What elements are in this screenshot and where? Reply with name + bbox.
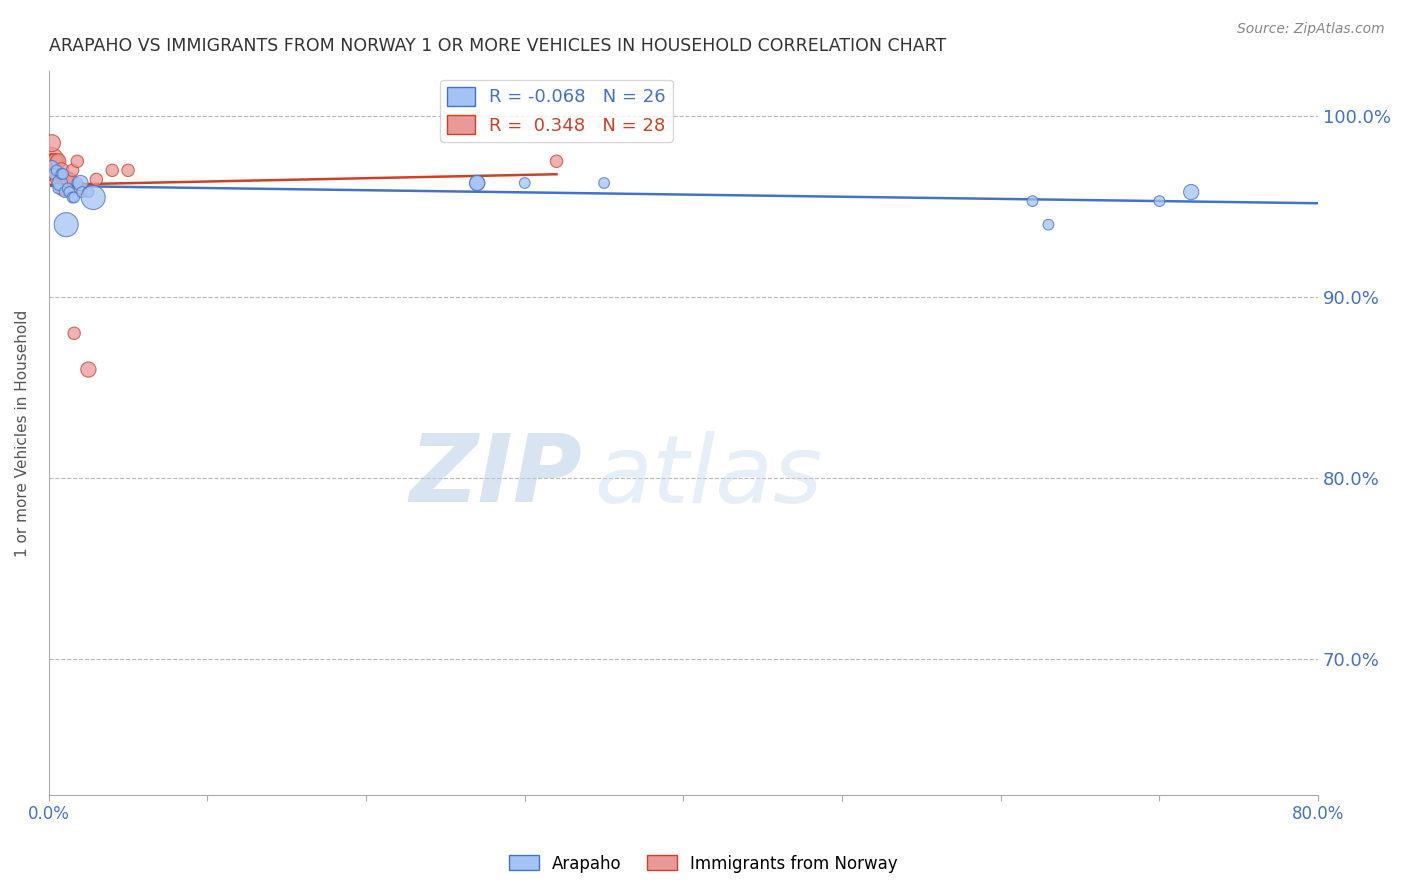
Point [465,176,488,190]
Point [70,185,93,199]
Point [77,362,100,376]
Point [42,154,65,169]
Point [46,154,69,169]
Point [82,190,104,204]
Point [66,176,89,190]
Point [1180,185,1202,199]
Point [546,154,568,169]
Point [56,181,79,195]
Point [465,176,488,190]
Point [63,190,86,204]
Point [62,163,84,178]
Point [45,154,67,169]
Point [56,172,79,186]
Point [56,172,79,186]
Point [1038,218,1060,232]
Point [41,154,63,169]
Point [1021,194,1043,208]
Point [63,326,86,341]
Text: ZIP: ZIP [409,430,582,523]
Point [69,181,91,195]
Point [39,167,62,181]
Legend: R = -0.068   N = 26, R =  0.348   N = 28: R = -0.068 N = 26, R = 0.348 N = 28 [440,79,673,142]
Point [51,163,73,178]
Point [39,154,62,169]
Point [513,176,536,190]
Y-axis label: 1 or more Vehicles in Household: 1 or more Vehicles in Household [15,310,30,557]
Point [58,185,80,199]
Text: atlas: atlas [595,431,823,522]
Point [52,167,75,181]
Point [66,154,89,169]
Point [52,181,75,195]
Point [44,154,66,169]
Point [69,176,91,190]
Point [49,172,72,186]
Point [51,172,73,186]
Point [62,190,84,204]
Text: ARAPAHO VS IMMIGRANTS FROM NORWAY 1 OR MORE VEHICLES IN HOUSEHOLD CORRELATION CH: ARAPAHO VS IMMIGRANTS FROM NORWAY 1 OR M… [49,37,946,55]
Point [55,218,77,232]
Point [53,185,76,199]
Point [77,185,100,199]
Point [117,163,139,178]
Point [42,167,65,181]
Point [41,160,63,174]
Point [59,172,82,186]
Point [45,172,67,186]
Point [1149,194,1171,208]
Point [53,172,76,186]
Legend: Arapaho, Immigrants from Norway: Arapaho, Immigrants from Norway [502,848,904,880]
Point [41,136,63,151]
Text: Source: ZipAtlas.com: Source: ZipAtlas.com [1237,22,1385,37]
Point [53,181,76,195]
Point [45,163,67,178]
Point [86,172,108,186]
Point [51,167,73,181]
Point [593,176,616,190]
Point [42,154,65,169]
Point [49,176,72,190]
Point [101,163,124,178]
Point [46,181,69,195]
